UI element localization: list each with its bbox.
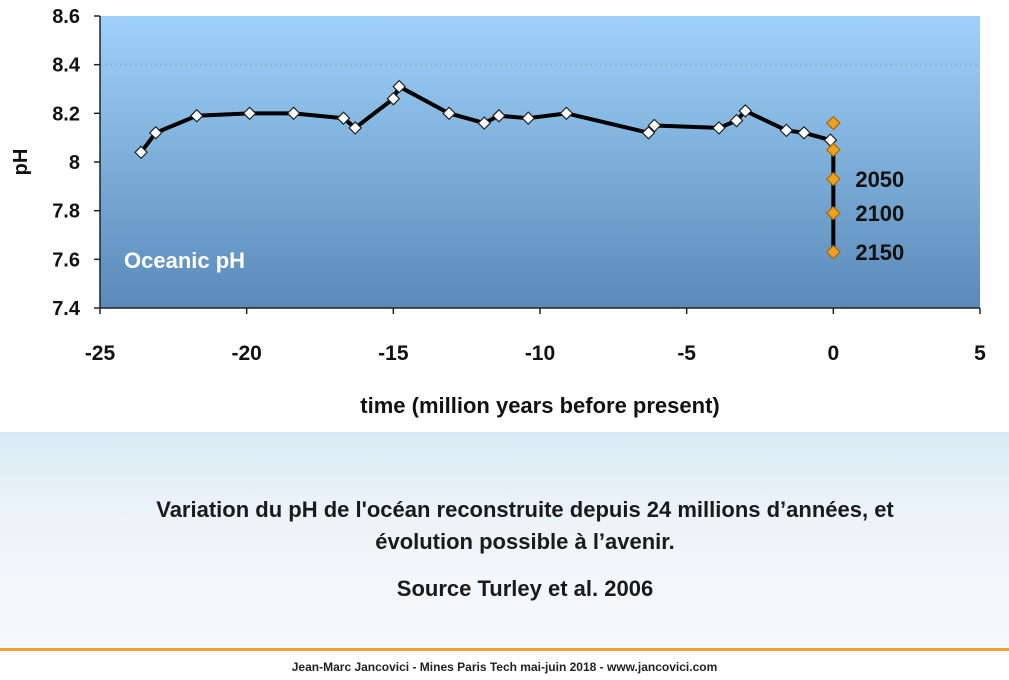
historical-data-point [348,121,363,135]
caption-line-2: évolution possible à l’avenir. [375,529,675,554]
source-credit: Source Turley et al. 2006 [396,576,654,601]
historical-data-point [189,108,204,123]
historical-data-point [729,113,744,128]
historical-data-point [779,123,794,138]
projection-data-point [825,171,841,187]
y-tick-label: 7.4 [52,298,81,320]
historical-data-point [148,125,163,140]
y-tick-label: 8.4 [52,55,81,77]
historical-data-point [134,145,148,160]
historical-data-point [242,106,257,121]
projection-data-point [825,205,841,221]
x-tick-label: 0 [827,342,839,365]
y-tick-label: 8.2 [52,103,80,125]
y-tick-label: 7.6 [52,249,80,271]
x-tick-label: -10 [525,342,555,365]
x-tick-label: -25 [85,342,116,365]
y-tick-label: 7.8 [52,201,80,223]
historical-data-point [521,111,536,126]
historical-data-point [442,106,456,121]
historical-data-point [647,118,662,133]
ph-chart: 7.47.67.888.28.48.6 -25 -20 -15 -10 -5 0 5 pH … [10,6,986,418]
projection-year-label: 2100 [855,201,904,226]
historical-data-point [712,121,726,135]
series-layer: 2050 2100 2150 [134,79,904,265]
historical-data-point [286,106,301,121]
historical-data-point [392,79,407,94]
x-axis-title: time (million years before present) [360,393,719,418]
caption-band [0,432,1009,647]
historical-data-point [738,104,753,118]
caption-text: Variation du pH de l'océan reconstruite … [40,494,1009,558]
oceanic-ph-annotation: Oceanic pH [124,248,245,273]
caption-line-1: Variation du pH de l'océan reconstruite … [156,497,894,522]
projection-data-point [825,115,841,131]
historical-data-point [641,125,656,140]
x-tick-label: 5 [974,342,986,365]
y-axis-title: pH [10,149,32,176]
historical-data-point [336,111,351,126]
historical-data-point [477,116,492,130]
historical-ph-line [139,84,831,154]
projection-data-point [825,142,841,158]
historical-data-point [492,108,506,123]
x-tick-label: -20 [231,342,261,365]
historical-data-point [797,125,811,140]
projection-year-label: 2150 [855,240,904,265]
y-tick-label: 8.6 [52,6,80,28]
projection-data-point [825,244,841,260]
footer-text: Jean-Marc Jancovici - Mines Paris Tech m… [291,660,718,674]
historical-data-point [386,91,401,106]
y-axis-ticks: 7.4 7.6 7.8 8 8.2 8.4 8.6 [52,6,100,320]
historical-data-point [559,106,574,121]
y-tick-label: 8 [69,152,80,174]
x-tick-label: -5 [677,342,696,365]
orange-divider [0,648,1009,651]
projection-year-label: 2050 [855,167,904,192]
x-tick-label: -15 [378,342,409,365]
x-axis-ticks: -25 -20 -15 -10 -5 0 5 [85,308,986,365]
